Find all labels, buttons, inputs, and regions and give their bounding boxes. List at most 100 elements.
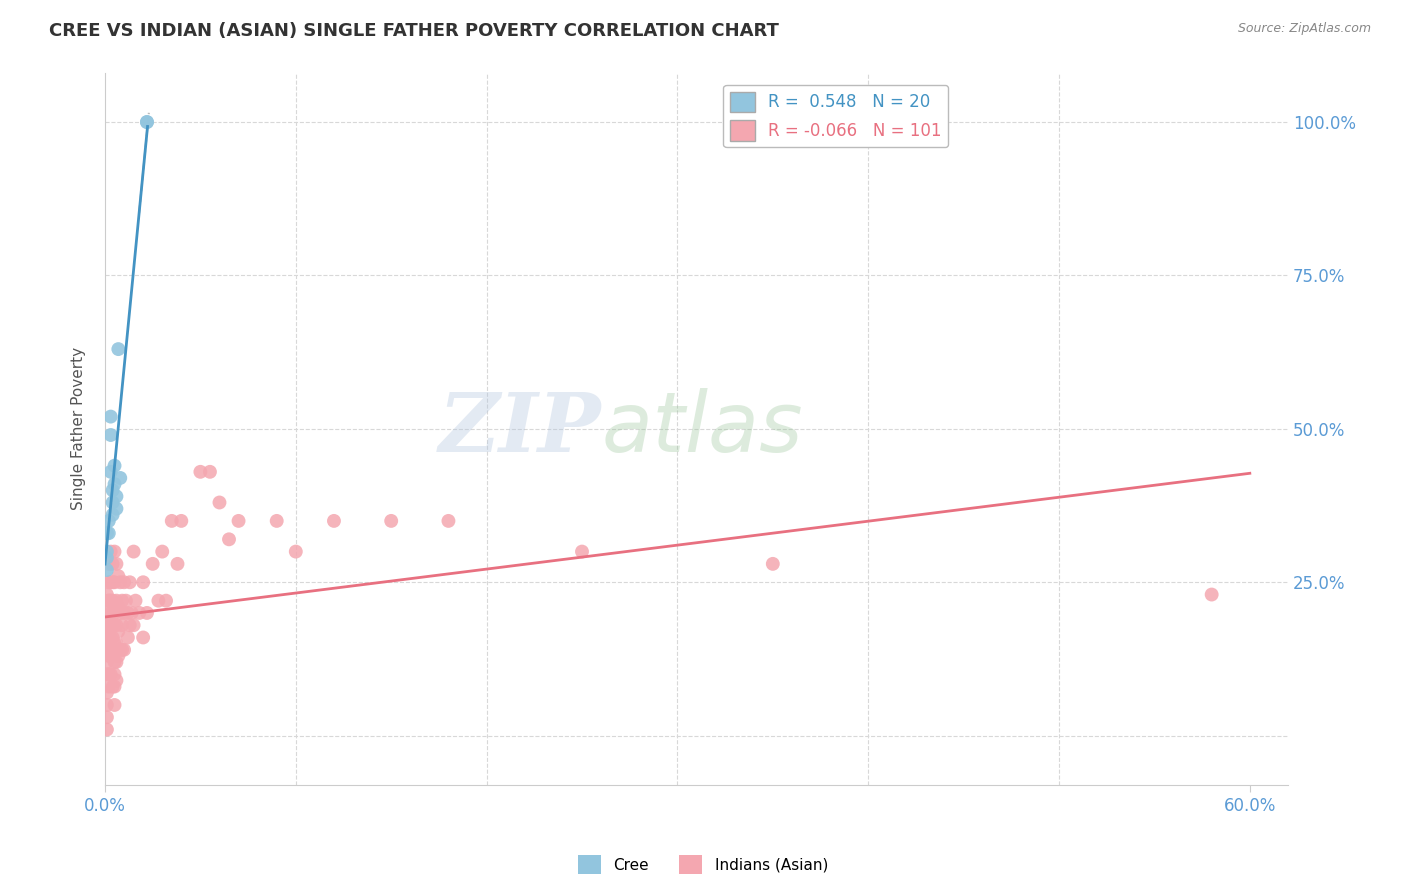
Point bbox=[112, 575, 135, 590]
Y-axis label: Single Father Poverty: Single Father Poverty bbox=[72, 347, 86, 510]
Point bbox=[762, 557, 785, 571]
Point bbox=[111, 642, 134, 657]
Point bbox=[96, 631, 118, 645]
Point bbox=[101, 557, 124, 571]
Point bbox=[136, 115, 159, 129]
Point bbox=[323, 514, 346, 528]
Point bbox=[132, 631, 155, 645]
Point bbox=[100, 593, 122, 607]
Point bbox=[160, 514, 183, 528]
Point bbox=[101, 593, 124, 607]
Point bbox=[105, 618, 128, 632]
Point bbox=[100, 648, 122, 663]
Point bbox=[124, 593, 146, 607]
Point bbox=[96, 618, 118, 632]
Point bbox=[103, 618, 125, 632]
Point bbox=[100, 667, 122, 681]
Point bbox=[101, 575, 124, 590]
Point bbox=[437, 514, 460, 528]
Point bbox=[218, 533, 240, 547]
Point bbox=[107, 599, 129, 614]
Text: ZIP: ZIP bbox=[439, 389, 602, 469]
Point bbox=[266, 514, 288, 528]
Text: CREE VS INDIAN (ASIAN) SINGLE FATHER POVERTY CORRELATION CHART: CREE VS INDIAN (ASIAN) SINGLE FATHER POV… bbox=[49, 22, 779, 40]
Point bbox=[1201, 588, 1223, 602]
Point bbox=[103, 575, 125, 590]
Point bbox=[122, 544, 145, 558]
Point bbox=[208, 495, 231, 509]
Point bbox=[96, 563, 118, 577]
Point bbox=[170, 514, 193, 528]
Point bbox=[96, 698, 118, 712]
Point bbox=[132, 575, 155, 590]
Point bbox=[101, 680, 124, 694]
Point bbox=[96, 588, 118, 602]
Point bbox=[97, 593, 120, 607]
Point bbox=[96, 686, 118, 700]
Point bbox=[121, 606, 143, 620]
Point bbox=[97, 648, 120, 663]
Point bbox=[136, 606, 159, 620]
Point bbox=[101, 631, 124, 645]
Point bbox=[228, 514, 250, 528]
Point bbox=[97, 637, 120, 651]
Point bbox=[96, 550, 118, 565]
Text: Source: ZipAtlas.com: Source: ZipAtlas.com bbox=[1237, 22, 1371, 36]
Point bbox=[97, 680, 120, 694]
Point bbox=[107, 342, 129, 356]
Point bbox=[96, 655, 118, 669]
Point bbox=[103, 544, 125, 558]
Point bbox=[111, 593, 134, 607]
Point bbox=[100, 409, 122, 424]
Point bbox=[105, 489, 128, 503]
Point bbox=[96, 642, 118, 657]
Point bbox=[112, 642, 135, 657]
Point bbox=[155, 593, 177, 607]
Point bbox=[103, 680, 125, 694]
Point bbox=[571, 544, 593, 558]
Point bbox=[96, 618, 118, 632]
Point bbox=[101, 508, 124, 522]
Point bbox=[100, 618, 122, 632]
Point bbox=[97, 618, 120, 632]
Point bbox=[117, 606, 139, 620]
Point bbox=[100, 544, 122, 558]
Point bbox=[100, 465, 122, 479]
Point bbox=[100, 642, 122, 657]
Point bbox=[97, 575, 120, 590]
Point bbox=[103, 655, 125, 669]
Point bbox=[105, 557, 128, 571]
Point bbox=[105, 637, 128, 651]
Point bbox=[284, 544, 307, 558]
Point bbox=[101, 648, 124, 663]
Point bbox=[103, 667, 125, 681]
Point bbox=[96, 642, 118, 657]
Legend: Cree, Indians (Asian): Cree, Indians (Asian) bbox=[572, 849, 834, 880]
Point bbox=[198, 465, 221, 479]
Point bbox=[100, 631, 122, 645]
Point bbox=[97, 667, 120, 681]
Point bbox=[142, 557, 165, 571]
Point bbox=[96, 526, 118, 541]
Point bbox=[97, 557, 120, 571]
Point bbox=[110, 575, 132, 590]
Point bbox=[190, 465, 212, 479]
Point bbox=[136, 115, 159, 129]
Point bbox=[115, 593, 138, 607]
Point bbox=[122, 618, 145, 632]
Point bbox=[105, 501, 128, 516]
Point bbox=[97, 514, 120, 528]
Point bbox=[110, 642, 132, 657]
Point bbox=[117, 631, 139, 645]
Point bbox=[112, 606, 135, 620]
Point bbox=[105, 673, 128, 688]
Point bbox=[128, 606, 150, 620]
Point bbox=[111, 618, 134, 632]
Point bbox=[107, 624, 129, 639]
Point bbox=[101, 618, 124, 632]
Point bbox=[380, 514, 402, 528]
Point bbox=[118, 618, 141, 632]
Point bbox=[96, 710, 118, 724]
Point bbox=[105, 655, 128, 669]
Point bbox=[100, 606, 122, 620]
